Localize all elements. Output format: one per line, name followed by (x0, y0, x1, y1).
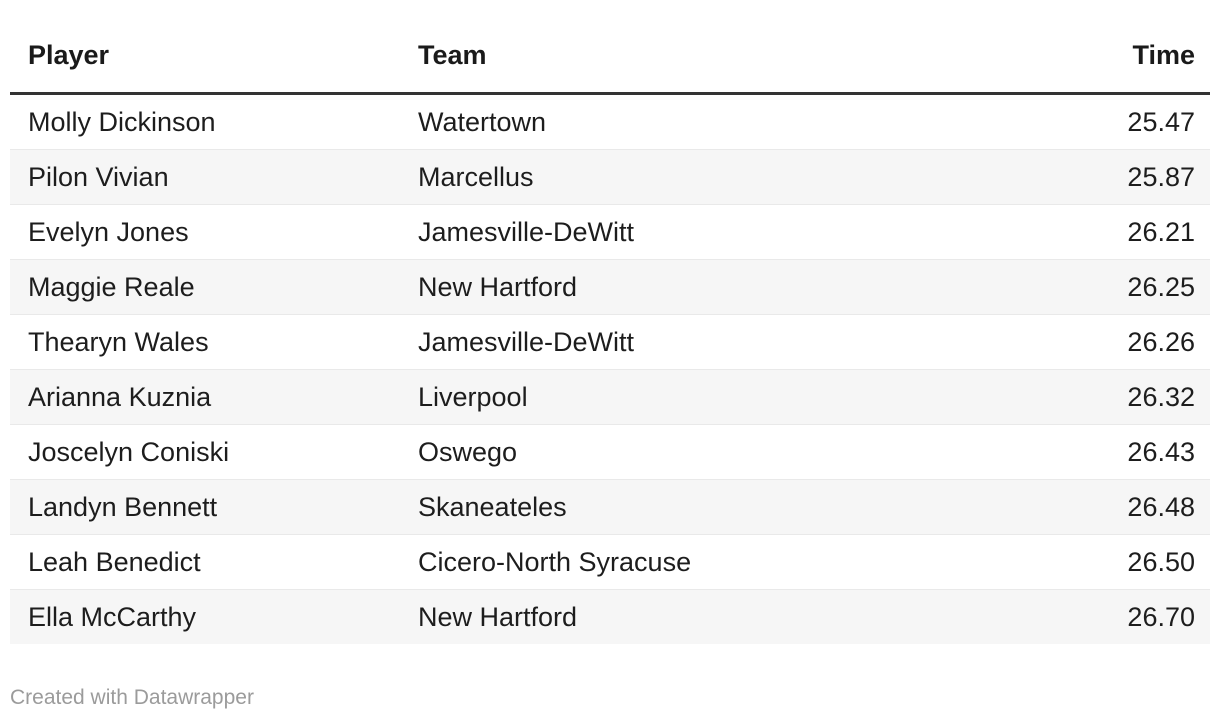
team-cell: Liverpool (400, 369, 995, 425)
player-cell: Ella McCarthy (10, 589, 400, 644)
team-cell: Oswego (400, 424, 995, 480)
player-cell: Leah Benedict (10, 534, 400, 590)
player-cell: Maggie Reale (10, 259, 400, 315)
player-cell: Joscelyn Coniski (10, 424, 400, 480)
column-header-team: Team (400, 40, 995, 95)
datawrapper-credit: Created with Datawrapper (10, 686, 254, 709)
team-cell: Marcellus (400, 149, 995, 205)
table-row: Molly Dickinson Watertown 25.47 (10, 94, 1210, 150)
table-row: Joscelyn Coniski Oswego 26.43 (10, 424, 1210, 480)
time-cell: 26.50 (995, 534, 1210, 590)
team-cell: Watertown (418, 106, 547, 137)
table-row: Pilon Vivian Marcellus 25.87 (10, 149, 1210, 205)
team-cell: New Hartford (400, 259, 995, 315)
time-cell: 26.26 (995, 314, 1210, 370)
time-cell: 26.70 (995, 589, 1210, 644)
table-row: Maggie Reale New Hartford 26.25 (10, 259, 1210, 315)
table-row: Thearyn Wales Jamesville-DeWitt 26.26 (10, 314, 1210, 370)
team-cell: Jamesville-DeWitt (400, 204, 995, 260)
player-cell: Arianna Kuznia (10, 369, 400, 425)
column-header-player: Player (10, 40, 400, 95)
table-row: Leah Benedict Cicero-North Syracuse 26.50 (10, 534, 1210, 590)
time-cell: 26.25 (995, 259, 1210, 315)
time-cell: 25.47 (1127, 106, 1195, 137)
player-cell: Pilon Vivian (10, 149, 400, 205)
team-cell: Cicero-North Syracuse (400, 534, 995, 590)
table-row: Evelyn Jones Jamesville-DeWitt 26.21 (10, 204, 1210, 260)
table-row: Ella McCarthy New Hartford 26.70 (10, 589, 1210, 644)
table-row: Landyn Bennett Skaneateles 26.48 (10, 479, 1210, 535)
player-cell: Evelyn Jones (10, 204, 400, 260)
column-header-time: Time (995, 40, 1210, 95)
time-cell: 26.32 (995, 369, 1210, 425)
table-body: Molly Dickinson Watertown 25.47 Pilon Vivia… (10, 94, 1210, 644)
team-cell: New Hartford (400, 589, 995, 644)
time-cell: 26.43 (995, 424, 1210, 480)
results-table: Player Team Time Molly Dickinson Watertow… (10, 40, 1210, 644)
player-cell: Landyn Bennett (10, 479, 400, 535)
table-row: Arianna Kuznia Liverpool 26.32 (10, 369, 1210, 425)
time-cell: 26.48 (995, 479, 1210, 535)
table-header-row: Player Team Time (10, 40, 1210, 95)
table-header: Player Team Time (10, 40, 1210, 95)
results-table-container: Player Team Time Molly Dickinson Watertow… (10, 40, 1210, 644)
team-cell: Skaneateles (400, 479, 995, 535)
player-cell: Molly Dickinson (28, 106, 216, 137)
time-cell: 25.87 (995, 149, 1210, 205)
time-cell: 26.21 (995, 204, 1210, 260)
team-cell: Jamesville-DeWitt (400, 314, 995, 370)
player-cell: Thearyn Wales (10, 314, 400, 370)
